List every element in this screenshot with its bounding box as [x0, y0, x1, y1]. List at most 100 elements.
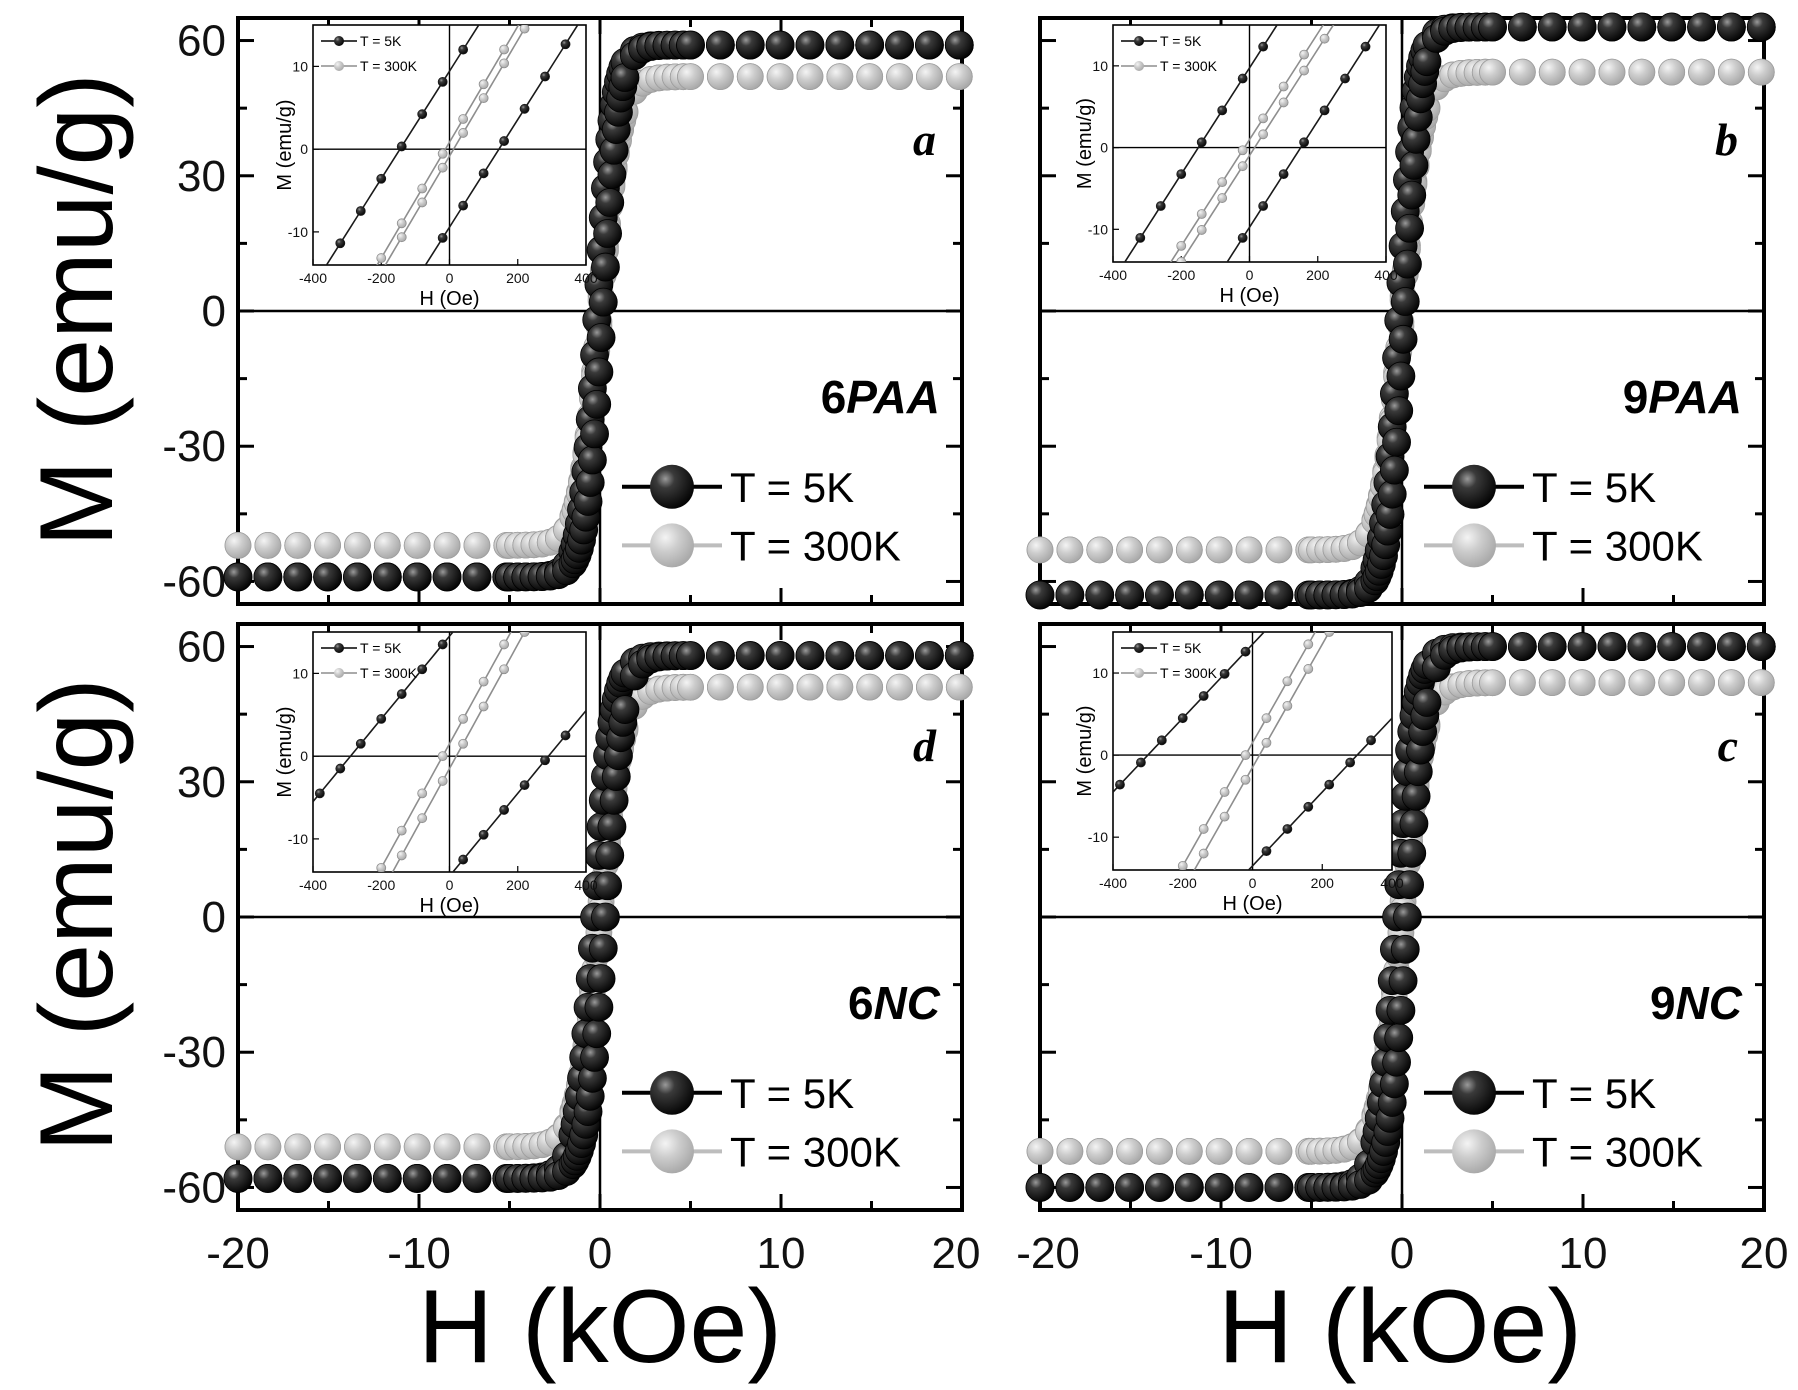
inset-legend-label-5K: T = 5K: [1160, 640, 1202, 656]
data-point: [1116, 1138, 1143, 1165]
inset-branch-line: [378, 632, 512, 872]
data-point: [1234, 1173, 1264, 1202]
data-point: [588, 287, 618, 317]
inset-data-point: [1240, 750, 1251, 761]
inset-x-axis-title: H (Oe): [420, 288, 480, 310]
inset-data-point: [1136, 757, 1146, 768]
data-point: [1478, 12, 1507, 42]
data-point: [463, 1133, 491, 1161]
inset-data-point: [1240, 646, 1251, 657]
x-tick-label: 10: [1559, 1229, 1608, 1278]
data-point: [1382, 427, 1411, 457]
data-point: [1628, 58, 1656, 86]
data-point: [706, 673, 734, 701]
data-point: [1390, 287, 1420, 316]
inset-d: -400 -200 0 200 400 -10 0 10 T = 5K T = 300K H (Oe…: [274, 631, 598, 917]
inset-branch-line: [384, 25, 528, 265]
x-tick-label: -10: [387, 1229, 451, 1278]
panel-letter: a: [913, 114, 936, 165]
inset-data-point: [1177, 713, 1188, 724]
inset-data-point: [1176, 240, 1187, 251]
data-point: [676, 641, 705, 670]
data-point: [314, 532, 341, 559]
inset-x-tick-label: -200: [1169, 875, 1197, 891]
inset-y-axis-title: M (emu/g): [1074, 705, 1096, 796]
data-point: [855, 30, 885, 60]
series-5K: [1025, 12, 1776, 610]
data-point: [1377, 479, 1407, 509]
x-tick-label: -20: [1016, 1229, 1080, 1278]
data-point: [593, 871, 623, 901]
legend-marker-5K: [650, 464, 694, 509]
x-tick-label: -20: [206, 1229, 270, 1278]
inset-data-point: [1278, 169, 1289, 180]
data-point: [1395, 870, 1425, 900]
data-point: [1687, 632, 1716, 661]
inset-x-tick-label: 0: [1246, 267, 1254, 283]
data-point: [886, 63, 913, 90]
data-point: [1265, 1137, 1293, 1165]
x-tick-label: 0: [1390, 1229, 1414, 1278]
inset-data-point: [458, 114, 469, 124]
inset-data-point: [1237, 145, 1248, 156]
inset-data-point: [519, 632, 530, 637]
data-point: [1747, 58, 1775, 86]
data-point: [1687, 12, 1716, 42]
inset-branch-line: [1193, 632, 1331, 870]
inset-data-point: [1319, 105, 1330, 116]
data-point: [676, 30, 705, 60]
inset-data-point: [478, 829, 489, 840]
inset-data-point: [1198, 848, 1209, 859]
inset-legend: T = 5K T = 300K: [321, 640, 418, 681]
y-tick-label: 30: [177, 152, 226, 201]
data-point: [1265, 536, 1293, 564]
inset-b: -400 -200 0 200 400 -10 0 10 T = 5K T = 300K H (Oe…: [1074, 24, 1398, 307]
data-point: [1538, 58, 1566, 86]
data-point: [432, 1164, 462, 1193]
inset-data-point: [1282, 676, 1293, 687]
data-point: [826, 673, 854, 701]
data-point: [313, 562, 342, 592]
data-point: [856, 673, 884, 701]
inset-x-tick-label: 400: [1374, 267, 1398, 283]
data-point: [1688, 669, 1715, 696]
sample-name: 9NC: [1650, 977, 1743, 1029]
data-point: [344, 532, 371, 559]
inset-data-point: [1198, 824, 1209, 834]
inset-data-point: [458, 200, 469, 211]
data-point: [1146, 1138, 1173, 1165]
legend-label-5K: T = 5K: [1532, 464, 1656, 511]
panel-a: -60 -30 0 30 60 a 6PAA T = 5K T = 300K -400 -200 0 2…: [162, 16, 974, 606]
data-point: [1401, 781, 1431, 811]
inset-data-point: [396, 141, 407, 152]
inset-legend-marker-300K: [334, 61, 344, 71]
data-point: [1175, 1138, 1203, 1165]
inset-data-point: [519, 25, 530, 34]
data-point: [1598, 58, 1626, 86]
inset-data-point: [335, 763, 346, 774]
data-point: [1568, 58, 1596, 86]
data-point: [915, 641, 944, 670]
inset-data-point: [437, 639, 448, 650]
sample-name: 6NC: [848, 977, 941, 1029]
inset-data-point: [478, 676, 489, 687]
data-point: [1025, 1173, 1055, 1202]
data-point: [591, 252, 620, 282]
inset-legend-marker-5K: [334, 643, 344, 653]
data-point: [1145, 580, 1174, 610]
inset-x-tick-label: 0: [446, 877, 454, 893]
inset-data-point: [458, 854, 469, 865]
data-point: [1386, 361, 1416, 391]
series-5K: [1025, 632, 1776, 1202]
inset-data-point: [1237, 232, 1248, 243]
inset-data-point: [437, 162, 448, 173]
data-point: [1386, 995, 1416, 1025]
data-point: [223, 562, 253, 592]
x-tick-label: 10: [757, 1229, 806, 1278]
inset-data-point: [478, 93, 489, 104]
inset-data-point: [1196, 209, 1207, 219]
legend-label-300K: T = 300K: [730, 522, 901, 569]
panel-letter: d: [913, 720, 937, 771]
x-axis-title-left: H (kOe): [418, 1269, 782, 1385]
